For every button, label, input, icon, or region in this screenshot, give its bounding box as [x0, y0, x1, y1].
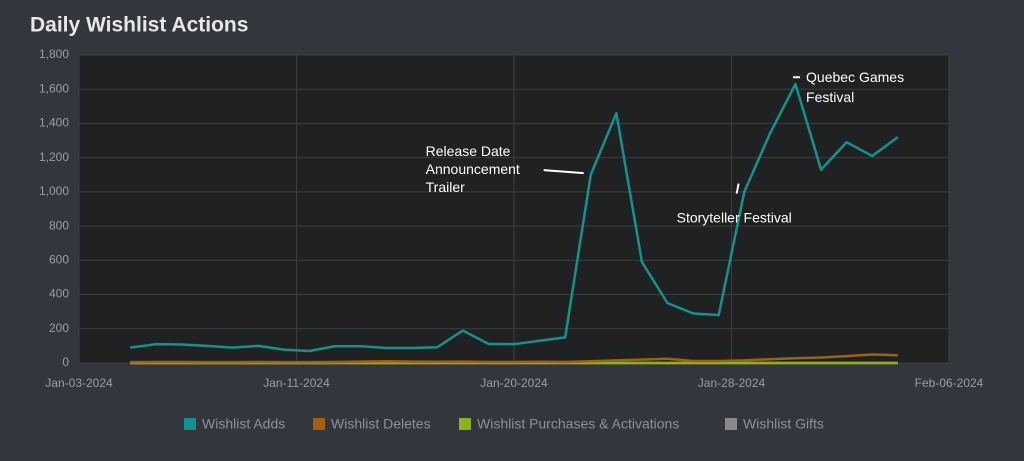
legend-label: Wishlist Purchases & Activations [477, 416, 679, 432]
data-line [130, 353, 898, 364]
annotation: Announcement [426, 161, 520, 177]
annotation: Storyteller Festival [677, 209, 792, 225]
annotation-line [543, 169, 584, 175]
annotation: Festival [806, 89, 854, 105]
x-tick-label: Jan-11-2024 [263, 376, 330, 390]
y-tick-label: 1,200 [39, 150, 69, 164]
annotation: Trailer [426, 179, 465, 195]
legend-swatch [184, 418, 196, 430]
legend-swatch [725, 418, 737, 430]
y-tick-label: 400 [49, 287, 69, 301]
y-tick-label: 1,600 [39, 81, 69, 95]
y-tick-label: 600 [49, 253, 69, 267]
y-tick-label: 1,000 [39, 184, 69, 198]
x-tick-label: Jan-03-2024 [45, 376, 113, 390]
y-tick-label: 1,400 [39, 116, 69, 130]
legend-label: Wishlist Gifts [743, 416, 824, 432]
x-tick-label: Jan-20-2024 [480, 376, 548, 390]
x-tick-label: Jan-28-2024 [698, 376, 766, 390]
legend-label: Wishlist Deletes [331, 416, 431, 432]
legend-label: Wishlist Adds [202, 416, 285, 432]
y-tick-label: 1,800 [39, 47, 69, 61]
legend-swatch [313, 418, 325, 430]
chart-title: Daily Wishlist Actions [30, 14, 248, 37]
y-tick-label: 0 [62, 355, 69, 369]
y-tick-label: 800 [49, 218, 69, 232]
legend-swatch [459, 418, 471, 430]
annotation: Quebec Games [806, 69, 904, 85]
y-tick-label: 200 [49, 321, 69, 335]
annotation: Release Date [426, 143, 511, 159]
x-tick-label: Feb-06-2024 [915, 376, 984, 390]
data-line [130, 82, 899, 353]
annotation-line [735, 183, 740, 194]
